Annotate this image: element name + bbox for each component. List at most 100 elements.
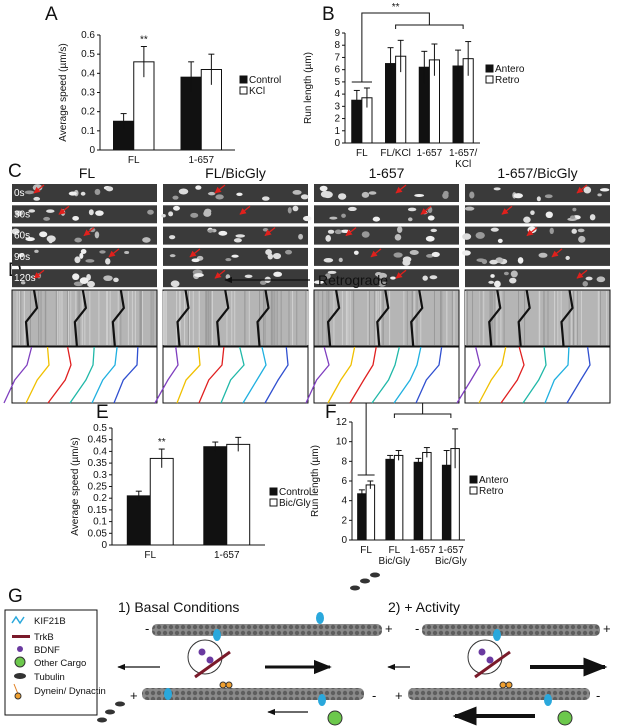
kymo-track bbox=[560, 289, 574, 347]
x-tick-label: 1-657/KCl bbox=[449, 148, 478, 170]
image-speckle bbox=[94, 231, 100, 239]
image-speckle bbox=[414, 193, 425, 197]
image-speckle bbox=[103, 275, 113, 282]
legend-swatch bbox=[485, 64, 494, 73]
legend-label: KIF21B bbox=[34, 616, 66, 627]
kinesin-motor bbox=[316, 612, 324, 624]
y-tick-label: 10 bbox=[336, 437, 348, 448]
x-tick-label: 1-657 bbox=[214, 550, 240, 561]
kinesin-motor bbox=[544, 694, 552, 706]
image-speckle bbox=[215, 194, 224, 200]
free-tubulin bbox=[115, 701, 125, 707]
image-speckle bbox=[397, 226, 403, 234]
y-tick-label: 0.1 bbox=[81, 126, 95, 137]
bar bbox=[226, 443, 251, 546]
free-tubulin bbox=[370, 572, 380, 578]
image-speckle bbox=[493, 187, 501, 191]
image-speckle bbox=[113, 277, 119, 283]
arrow bbox=[370, 248, 382, 258]
image-speckle bbox=[302, 215, 312, 222]
y-tick-label: 0.1 bbox=[93, 517, 107, 528]
legend-swatch bbox=[469, 486, 478, 495]
trace bbox=[544, 346, 570, 404]
arrow bbox=[33, 184, 45, 194]
x-tick-label: FL bbox=[128, 155, 140, 166]
image-speckle bbox=[39, 231, 48, 238]
image-speckle bbox=[475, 231, 485, 239]
image-speckle bbox=[469, 191, 475, 199]
trace bbox=[176, 346, 201, 404]
microtubule bbox=[422, 624, 600, 636]
image-speckle bbox=[565, 255, 570, 261]
trace bbox=[305, 346, 330, 404]
bar bbox=[357, 493, 367, 541]
y-tick-label: 0.05 bbox=[88, 528, 108, 539]
arrow bbox=[345, 227, 357, 237]
image-speckle bbox=[599, 188, 610, 192]
image-speckle bbox=[142, 237, 151, 243]
image-speckle bbox=[323, 257, 334, 263]
bar bbox=[365, 484, 376, 541]
image-speckle bbox=[544, 194, 553, 199]
direction-label: Retrograde bbox=[318, 272, 388, 288]
polarity: - bbox=[596, 688, 600, 703]
trace bbox=[154, 346, 179, 404]
microtubule bbox=[142, 688, 364, 700]
image-speckle bbox=[169, 254, 176, 258]
image-speckle bbox=[191, 258, 200, 263]
image-strip bbox=[314, 226, 459, 245]
image-speckle bbox=[461, 250, 471, 256]
image-speckle bbox=[490, 274, 495, 278]
image-speckle bbox=[577, 228, 585, 233]
y-tick-label: 0.5 bbox=[81, 49, 95, 60]
free-tubulin bbox=[105, 709, 115, 715]
kinesin-motor bbox=[318, 694, 326, 706]
image-speckle bbox=[190, 212, 199, 218]
image-speckle bbox=[393, 252, 403, 258]
image-speckle bbox=[11, 228, 20, 235]
legend-label: Retro bbox=[479, 486, 504, 497]
y-tick-label: 8 bbox=[334, 40, 340, 51]
image-speckle bbox=[203, 210, 212, 217]
time-label: 0s bbox=[14, 188, 25, 199]
image-speckle bbox=[589, 214, 596, 221]
kymograph bbox=[464, 289, 611, 347]
y-tick-label: 1 bbox=[334, 126, 340, 137]
kinesin-motor bbox=[213, 629, 221, 641]
image-speckle bbox=[43, 216, 51, 221]
kymo-track bbox=[326, 289, 341, 347]
bdnf bbox=[478, 648, 486, 656]
icon-cargo bbox=[14, 656, 26, 668]
image-speckle bbox=[20, 281, 26, 285]
kymo-track bbox=[24, 289, 39, 347]
trace bbox=[198, 346, 225, 404]
image-speckle bbox=[572, 207, 577, 212]
image-speckle bbox=[329, 216, 338, 220]
arrow bbox=[501, 205, 513, 215]
column-label: 1-657 bbox=[369, 165, 405, 181]
image-speckle bbox=[517, 257, 524, 264]
dynein bbox=[499, 681, 507, 689]
y-tick-label: 0.4 bbox=[81, 68, 95, 79]
image-speckle bbox=[597, 193, 602, 197]
image-speckle bbox=[536, 196, 541, 202]
dynein bbox=[219, 681, 227, 689]
image-speckle bbox=[582, 281, 588, 287]
kymo-track bbox=[176, 289, 190, 347]
y-tick-label: 2 bbox=[341, 515, 347, 526]
image-speckle bbox=[530, 210, 535, 216]
image-speckle bbox=[195, 185, 202, 190]
y-tick-label: 3 bbox=[334, 101, 340, 112]
panel-label: C bbox=[8, 161, 22, 182]
image-speckle bbox=[105, 186, 114, 192]
time-label: 60s bbox=[14, 231, 30, 242]
y-tick-label: 0.25 bbox=[88, 482, 108, 493]
image-speckle bbox=[261, 196, 270, 201]
y-axis-label: Run length (µm) bbox=[303, 52, 314, 124]
image-speckle bbox=[493, 280, 501, 288]
image-strip bbox=[314, 269, 459, 288]
image-speckle bbox=[74, 237, 82, 243]
bar bbox=[385, 458, 395, 541]
kymo-track bbox=[73, 289, 88, 347]
arrow bbox=[420, 205, 432, 215]
